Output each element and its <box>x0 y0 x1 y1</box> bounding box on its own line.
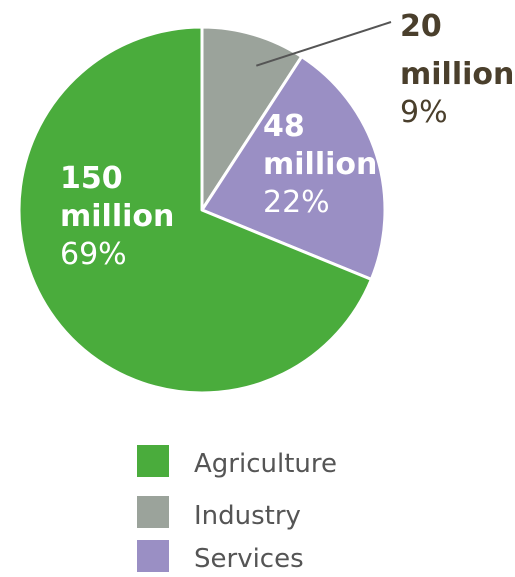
services-value: 48 <box>263 109 305 144</box>
services-percent: 22% <box>263 185 330 220</box>
legend-swatch-services <box>137 540 169 572</box>
legend-swatch-agriculture <box>137 445 169 477</box>
industry-unit: million <box>400 57 514 92</box>
industry-value: 20 <box>400 9 442 44</box>
industry-callout-line <box>255 21 392 67</box>
agriculture-slice-label: 150 million 69% <box>60 161 184 272</box>
legend-label-agriculture: Agriculture <box>194 449 337 479</box>
industry-slice-label: 20 million 9% <box>400 9 515 130</box>
pie-slice-services <box>200 55 387 281</box>
services-unit: million <box>263 147 377 182</box>
agriculture-unit: million <box>60 199 174 234</box>
pie-slices <box>17 25 387 395</box>
pie-slice-industry <box>200 25 304 212</box>
agriculture-percent: 69% <box>60 237 127 272</box>
pie-slice-agriculture <box>17 25 373 395</box>
legend-swatch-industry <box>137 496 169 528</box>
services-slice-label: 48 million 22% <box>263 109 387 220</box>
agriculture-value: 150 <box>60 161 123 196</box>
legend: Agriculture Industry Services <box>137 445 337 574</box>
industry-percent: 9% <box>400 95 448 130</box>
legend-label-services: Services <box>194 544 304 574</box>
legend-label-industry: Industry <box>194 501 301 531</box>
